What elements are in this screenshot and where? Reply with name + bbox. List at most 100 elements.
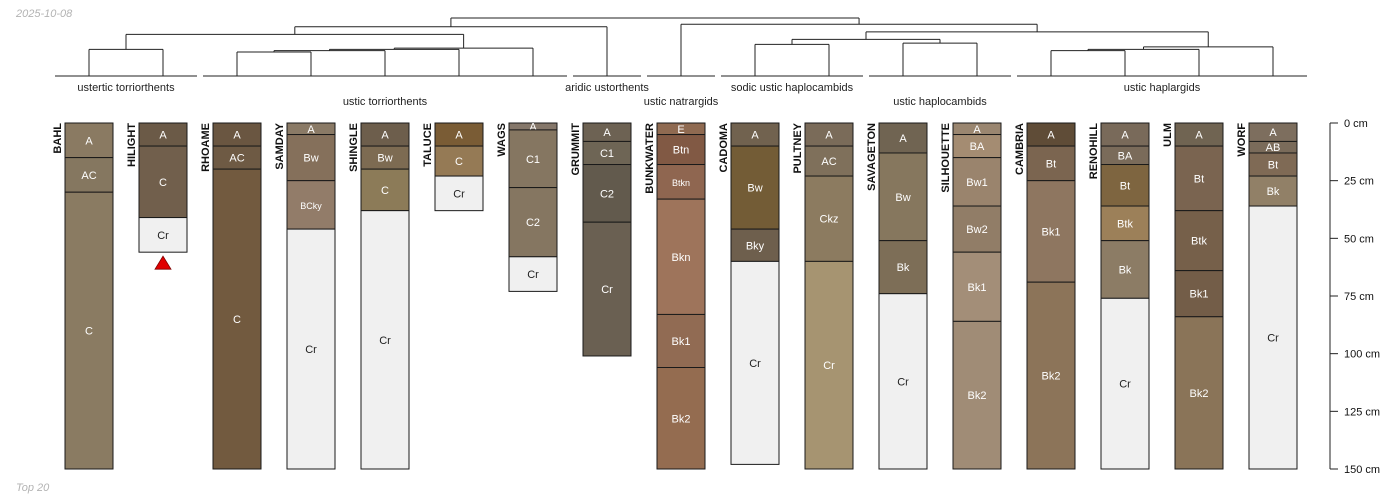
horizon-bunkwater-btn bbox=[656, 134, 706, 166]
horizon-label: A bbox=[455, 130, 463, 142]
horizon-label: Cr bbox=[749, 358, 761, 370]
horizon-samday-bcky bbox=[286, 180, 336, 230]
horizon-silhouette-bw2 bbox=[952, 205, 1002, 253]
profile-name: HILIGHT bbox=[126, 123, 138, 167]
horizon-label: A bbox=[973, 124, 981, 136]
horizon-label: A bbox=[1269, 127, 1277, 139]
profile-name: SAVAGETON bbox=[866, 123, 878, 191]
profile-name: BAHL bbox=[52, 123, 64, 154]
profile-name: WORF bbox=[1236, 123, 1248, 157]
horizon-label: C bbox=[381, 185, 389, 197]
horizon-label: Bk2 bbox=[1042, 371, 1061, 383]
horizon-label: Btn bbox=[673, 145, 690, 157]
horizon-label: A bbox=[159, 130, 167, 142]
horizon-label: A bbox=[899, 133, 907, 145]
horizon-label: Bw bbox=[747, 183, 762, 195]
horizon-label: Bt bbox=[1194, 173, 1204, 185]
horizon-label: AB bbox=[1266, 142, 1281, 154]
profile-name: PULTNEY bbox=[792, 122, 804, 173]
horizon-label: A bbox=[307, 124, 315, 136]
horizon-label: Bw bbox=[895, 192, 910, 204]
horizon-label: C bbox=[159, 177, 167, 189]
horizon-cadoma-cr bbox=[730, 260, 780, 465]
horizon-label: C2 bbox=[526, 217, 540, 229]
horizon-ulm-bk1 bbox=[1174, 270, 1224, 318]
horizon-label: Bt bbox=[1120, 180, 1130, 192]
profile-name: CADOMA bbox=[718, 123, 730, 173]
horizon-cambria-bt bbox=[1026, 145, 1076, 182]
horizon-label: Bk bbox=[1267, 186, 1280, 198]
horizon-label: AC bbox=[229, 153, 244, 165]
horizon-label: A bbox=[85, 135, 93, 147]
horizon-silhouette-bk1 bbox=[952, 251, 1002, 322]
horizon-label: BA bbox=[970, 141, 985, 153]
horizon-label: C bbox=[85, 326, 93, 338]
profile-name: RENOHILL bbox=[1088, 123, 1100, 180]
profile-name: WAGS bbox=[496, 123, 508, 157]
horizon-label: A bbox=[825, 130, 833, 142]
profile-name: SHINGLE bbox=[348, 123, 360, 172]
horizon-cambria-bk1 bbox=[1026, 180, 1076, 283]
profile-name: RHOAME bbox=[200, 123, 212, 172]
horizon-label: Cr bbox=[601, 284, 613, 296]
horizon-silhouette-bw1 bbox=[952, 157, 1002, 207]
horizon-bahl-c bbox=[64, 191, 114, 470]
horizon-label: E bbox=[677, 124, 684, 136]
horizon-bunkwater-bk2 bbox=[656, 367, 706, 470]
horizon-label: Btk bbox=[1191, 236, 1207, 248]
horizon-label: A bbox=[233, 130, 241, 142]
profile-name: GRUMMIT bbox=[570, 123, 582, 176]
horizon-label: A bbox=[381, 130, 389, 142]
horizon-label: Bk2 bbox=[968, 390, 987, 402]
profile-name: SAMDAY bbox=[274, 122, 286, 169]
horizon-taluce-c bbox=[434, 145, 484, 177]
horizon-label: Cr bbox=[897, 376, 909, 388]
horizon-label: Cr bbox=[305, 344, 317, 356]
horizon-savageton-bk bbox=[878, 240, 928, 295]
horizon-shingle-cr bbox=[360, 210, 410, 470]
horizon-label: Cr bbox=[379, 335, 391, 347]
horizon-label: A bbox=[751, 130, 759, 142]
horizon-samday-bw bbox=[286, 134, 336, 182]
horizon-label: Bky bbox=[746, 240, 765, 252]
horizon-label: Bt bbox=[1268, 160, 1278, 172]
horizon-cadoma-bw bbox=[730, 145, 780, 230]
horizon-label: A bbox=[1195, 130, 1203, 142]
horizon-label: Bw2 bbox=[966, 224, 987, 236]
depth-tick-label: 0 cm bbox=[1344, 118, 1368, 130]
horizon-label: C2 bbox=[600, 188, 614, 200]
horizon-label: Bk1 bbox=[1042, 226, 1061, 238]
horizon-silhouette-bk2 bbox=[952, 320, 1002, 470]
horizon-wags-c1 bbox=[508, 129, 558, 189]
profile-name: TALUCE bbox=[422, 123, 434, 167]
horizon-wags-cr bbox=[508, 256, 558, 292]
horizon-cambria-bk2 bbox=[1026, 281, 1076, 470]
group-label: ustic torriorthents bbox=[343, 96, 428, 108]
profile-name: BUNKWATER bbox=[644, 123, 656, 194]
group-label: ustic haplargids bbox=[1124, 82, 1201, 94]
horizon-bunkwater-bk1 bbox=[656, 313, 706, 369]
truncation-marker bbox=[154, 255, 172, 270]
horizon-label: Bk1 bbox=[968, 282, 987, 294]
horizon-bahl-a bbox=[64, 122, 114, 159]
group-label: aridic ustorthents bbox=[565, 82, 649, 94]
horizon-label: BA bbox=[1118, 150, 1133, 162]
horizon-label: Cr bbox=[527, 269, 539, 281]
profile-name: ULM bbox=[1162, 123, 1174, 147]
horizon-shingle-c bbox=[360, 168, 410, 212]
horizon-label: Cr bbox=[823, 360, 835, 372]
group-label: ustic haplocambids bbox=[893, 96, 987, 108]
horizon-label: C bbox=[455, 156, 463, 168]
horizon-ulm-bt bbox=[1174, 145, 1224, 212]
horizon-label: Btkn bbox=[672, 178, 690, 188]
horizon-renohill-cr bbox=[1100, 297, 1150, 470]
horizon-label: A bbox=[1121, 130, 1129, 142]
horizon-wags-c2 bbox=[508, 187, 558, 258]
depth-tick-label: 125 cm bbox=[1344, 406, 1380, 418]
horizon-ulm-bk2 bbox=[1174, 316, 1224, 470]
horizon-label: Btk bbox=[1117, 218, 1133, 230]
horizon-hilight-cr bbox=[138, 217, 188, 253]
horizon-label: Cr bbox=[1267, 333, 1279, 345]
group-label: ustertic torriorthents bbox=[77, 82, 175, 94]
